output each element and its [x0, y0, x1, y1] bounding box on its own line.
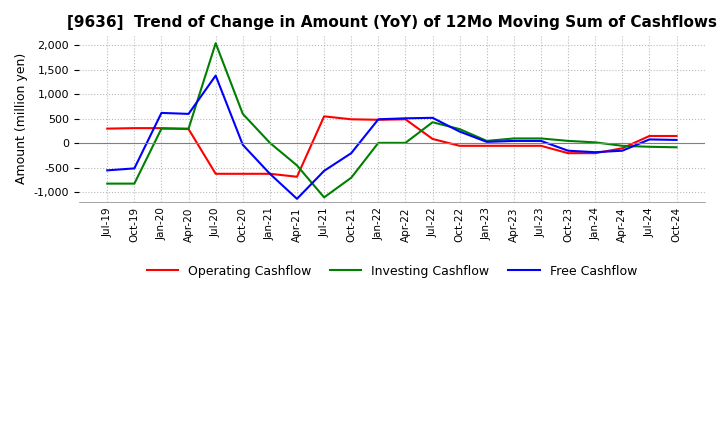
Free Cashflow — [266, 171, 274, 176]
Operating Cashflow — [591, 150, 600, 156]
Free Cashflow — [591, 150, 600, 155]
Free Cashflow — [212, 73, 220, 78]
Operating Cashflow — [157, 125, 166, 131]
Operating Cashflow — [564, 150, 572, 156]
Operating Cashflow — [401, 117, 410, 122]
Free Cashflow — [320, 168, 328, 173]
Free Cashflow — [618, 148, 626, 154]
Operating Cashflow — [103, 126, 112, 131]
Free Cashflow — [564, 148, 572, 154]
Investing Cashflow — [672, 145, 681, 150]
Investing Cashflow — [184, 126, 193, 131]
Free Cashflow — [238, 142, 247, 147]
Investing Cashflow — [645, 144, 654, 150]
Investing Cashflow — [536, 136, 545, 141]
Investing Cashflow — [293, 163, 302, 168]
Operating Cashflow — [130, 125, 139, 131]
Operating Cashflow — [482, 143, 491, 148]
Operating Cashflow — [618, 146, 626, 151]
Investing Cashflow — [212, 40, 220, 46]
Y-axis label: Amount (million yen): Amount (million yen) — [15, 53, 28, 184]
Investing Cashflow — [428, 120, 437, 125]
Operating Cashflow — [212, 171, 220, 176]
Free Cashflow — [401, 116, 410, 121]
Operating Cashflow — [645, 133, 654, 139]
Free Cashflow — [536, 138, 545, 143]
Free Cashflow — [157, 110, 166, 116]
Operating Cashflow — [510, 143, 518, 148]
Free Cashflow — [103, 168, 112, 173]
Line: Investing Cashflow: Investing Cashflow — [107, 43, 677, 198]
Investing Cashflow — [266, 140, 274, 146]
Free Cashflow — [482, 139, 491, 144]
Investing Cashflow — [347, 175, 356, 180]
Investing Cashflow — [157, 126, 166, 131]
Investing Cashflow — [455, 126, 464, 132]
Investing Cashflow — [103, 181, 112, 186]
Operating Cashflow — [238, 171, 247, 176]
Free Cashflow — [347, 150, 356, 156]
Investing Cashflow — [564, 138, 572, 143]
Investing Cashflow — [238, 111, 247, 117]
Operating Cashflow — [428, 136, 437, 142]
Operating Cashflow — [672, 133, 681, 139]
Investing Cashflow — [482, 138, 491, 143]
Free Cashflow — [293, 196, 302, 202]
Investing Cashflow — [618, 143, 626, 148]
Free Cashflow — [130, 166, 139, 171]
Free Cashflow — [455, 129, 464, 134]
Line: Free Cashflow: Free Cashflow — [107, 76, 677, 199]
Investing Cashflow — [320, 195, 328, 200]
Operating Cashflow — [266, 171, 274, 176]
Operating Cashflow — [347, 117, 356, 122]
Free Cashflow — [374, 117, 382, 122]
Operating Cashflow — [293, 174, 302, 180]
Line: Operating Cashflow: Operating Cashflow — [107, 116, 677, 177]
Free Cashflow — [184, 111, 193, 117]
Investing Cashflow — [510, 136, 518, 141]
Operating Cashflow — [374, 117, 382, 122]
Investing Cashflow — [374, 140, 382, 146]
Title: [9636]  Trend of Change in Amount (YoY) of 12Mo Moving Sum of Cashflows: [9636] Trend of Change in Amount (YoY) o… — [67, 15, 717, 30]
Legend: Operating Cashflow, Investing Cashflow, Free Cashflow: Operating Cashflow, Investing Cashflow, … — [142, 260, 642, 283]
Operating Cashflow — [320, 114, 328, 119]
Free Cashflow — [510, 138, 518, 143]
Operating Cashflow — [536, 143, 545, 148]
Free Cashflow — [645, 137, 654, 142]
Operating Cashflow — [455, 143, 464, 148]
Free Cashflow — [672, 137, 681, 143]
Investing Cashflow — [591, 140, 600, 145]
Free Cashflow — [428, 115, 437, 121]
Investing Cashflow — [401, 140, 410, 146]
Operating Cashflow — [184, 126, 193, 132]
Investing Cashflow — [130, 181, 139, 186]
